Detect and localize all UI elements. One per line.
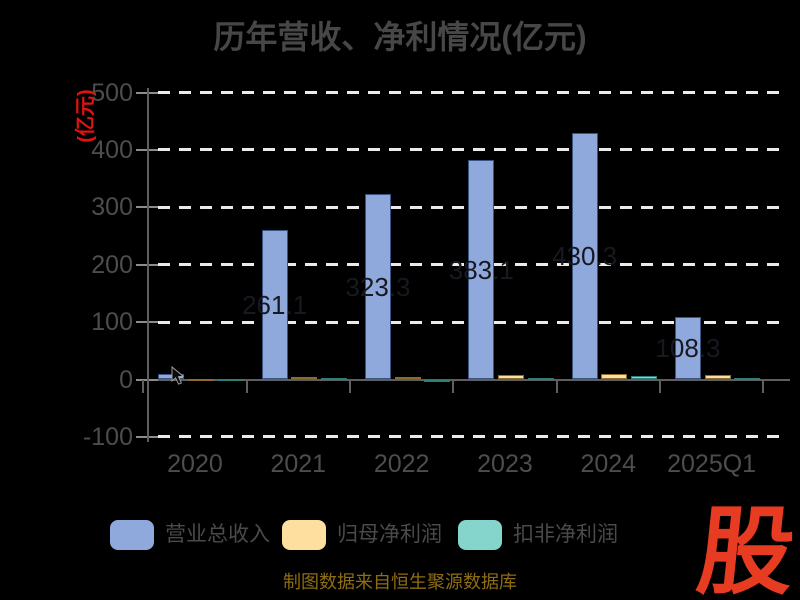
bar-value-label: 430.3 [552,241,618,271]
bar-2025Q1-series0 [674,317,701,380]
legend-swatch-non-gaap-profit [458,520,502,550]
gridline [158,148,788,152]
bar-value-label: 108.3 [655,333,721,364]
x-tick-mark [348,380,351,393]
x-tick-label: 2022 [373,450,430,478]
bar-2025Q1-series1 [704,375,731,380]
x-tick-label: 2025Q1 [667,450,757,478]
watermark-logo: 股 [692,498,800,600]
legend-swatch-net-profit [282,520,326,550]
bar-2022-series1 [394,376,421,380]
y-tick-label: 100 [91,308,133,337]
bar-value-label: 323.3 [345,271,411,302]
gridline [158,91,788,94]
mouse-cursor [171,366,185,385]
y-tick-label: 200 [91,250,133,279]
y-tick-label: 300 [91,193,133,222]
legend: 营业总收入 归母净利润 扣非净利润 [0,518,800,554]
bar-2023-series1 [497,375,524,380]
x-tick-label: 2020 [167,450,223,478]
legend-label-total-revenue: 营业总收入 [165,523,270,546]
y-axis-line [147,88,149,442]
y-tick-label: 0 [119,365,133,394]
bar-value-label: 261.1 [242,289,308,320]
bar-value-label: 383.1 [448,254,514,285]
bar-2020-series0 [158,374,185,380]
x-tick-mark [245,380,248,393]
bar-2022-series0 [364,193,391,380]
y-tick-label: 500 [91,78,133,107]
source-note: 制图数据来自恒生聚源数据库 [283,572,517,592]
legend-label-net-profit: 归母净利润 [337,523,442,546]
bar-2020-series1 [188,378,214,381]
bar-2020-series2 [217,379,244,382]
x-tick-mark [555,380,558,393]
x-tick-label: 2023 [477,450,533,478]
bar-2021-series1 [291,376,318,380]
bar-2024-series0 [571,132,598,380]
x-tick-mark [658,380,661,393]
x-tick-mark [762,380,765,393]
x-tick-label: 2024 [580,450,637,478]
bar-2025Q1-series2 [734,378,761,381]
bar-2024-series1 [601,374,628,380]
legend-label-non-gaap-profit: 扣非净利润 [513,523,618,546]
bar-2021-series0 [261,229,288,380]
y-tick-label: -100 [82,422,133,451]
y-tick-label: 400 [91,135,133,164]
chart-title: 历年营收、净利情况(亿元) [213,19,587,55]
bar-2024-series2 [630,376,657,380]
bar-2022-series2 [424,379,451,382]
x-tick-mark [452,380,455,393]
bar-2023-series0 [468,159,495,380]
x-axis-line [143,378,790,381]
x-tick-label: 2021 [270,450,327,478]
legend-item-total-revenue: 营业总收入 [110,518,270,552]
bar-2023-series2 [527,377,554,380]
legend-item-net-profit: 归母净利润 [282,518,442,552]
x-tick-mark [142,380,145,393]
legend-item-non-gaap-profit: 扣非净利润 [458,518,618,552]
legend-swatch-total-revenue [110,520,154,550]
bar-2021-series2 [320,378,347,381]
gridline [158,435,788,439]
